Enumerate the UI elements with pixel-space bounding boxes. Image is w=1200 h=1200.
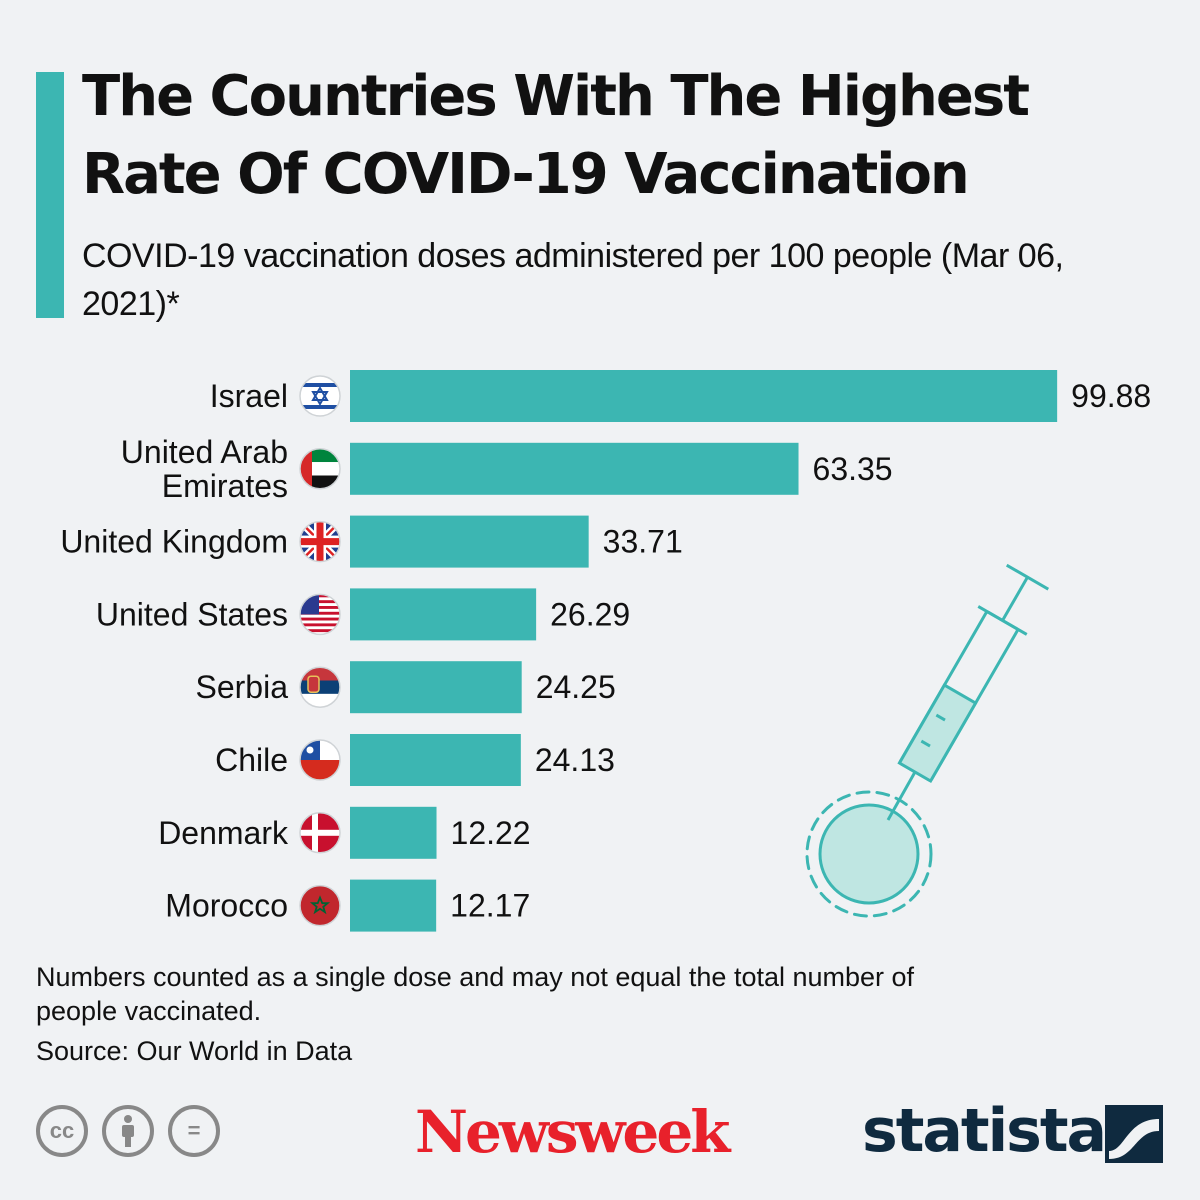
value-label: 33.71 (603, 524, 683, 560)
bar-4 (350, 661, 522, 714)
category-label: United Kingdom (60, 524, 288, 560)
serbia-flag-icon (299, 666, 341, 708)
statista-mark-icon (1105, 1105, 1163, 1163)
israel-flag-icon (299, 375, 341, 417)
title-accent-bar (36, 72, 64, 318)
value-label: 99.88 (1071, 378, 1151, 414)
value-label: 26.29 (550, 596, 630, 632)
us-flag-icon (299, 593, 341, 636)
statista-logo[interactable]: statista (862, 1096, 1107, 1166)
cc-icon-text: cc (49, 1118, 75, 1143)
value-label: 63.35 (813, 451, 893, 487)
category-label: Chile (215, 742, 288, 778)
category-label: United Arab Emirates (121, 434, 288, 504)
bar-2 (350, 515, 589, 568)
value-label: 24.13 (535, 742, 615, 778)
chart-title: The Countries With The Highest Rate Of C… (82, 64, 1030, 207)
nd-icon-text: = (187, 1118, 201, 1143)
bar-1 (350, 442, 799, 495)
uk-flag-icon (299, 520, 341, 563)
value-label: 12.17 (450, 888, 530, 924)
morocco-flag-icon (299, 884, 341, 927)
source-note: Source: Our World in Data (36, 1036, 353, 1066)
category-label: United States (96, 596, 288, 632)
category-label: Serbia (196, 669, 289, 705)
category-label: Morocco (165, 888, 288, 924)
value-label: 24.25 (536, 669, 616, 705)
no-derivatives-icon[interactable]: = (168, 1105, 220, 1157)
uae-flag-icon (299, 448, 341, 490)
bar-3 (350, 588, 537, 641)
bar-chart: 99.88 Israel 63.35 United Arab Emirates 33.71… (60, 370, 1151, 932)
person-icon (122, 1115, 134, 1147)
footnote: Numbers counted as a single dose and may… (36, 962, 915, 1026)
denmark-flag-icon (299, 812, 341, 854)
category-label: Israel (210, 378, 288, 414)
chile-flag-icon (299, 739, 341, 781)
attribution-icon[interactable] (102, 1105, 154, 1157)
license-icons: cc = (36, 1105, 220, 1157)
bar-7 (350, 879, 437, 932)
cc-icon[interactable]: cc (36, 1105, 88, 1157)
bar-5 (350, 734, 521, 786)
bar-0 (350, 370, 1058, 422)
bar-6 (350, 806, 437, 859)
value-label: 12.22 (451, 815, 531, 851)
bars-layer: 99.88 Israel 63.35 United Arab Emirates 33.71… (60, 370, 1151, 932)
chart-subtitle: COVID-19 vaccination doses administered … (82, 237, 1064, 323)
category-label: Denmark (158, 815, 289, 851)
newsweek-logo[interactable]: Newsweek (415, 1098, 730, 1166)
syringe-illustration (805, 563, 1050, 918)
